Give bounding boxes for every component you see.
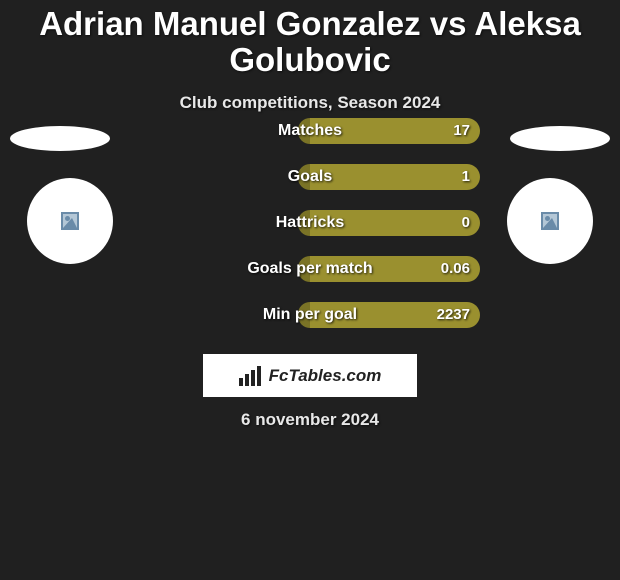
page-subtitle: Club competitions, Season 2024: [0, 93, 620, 113]
date-text: 6 november 2024: [0, 410, 620, 430]
branding-badge: FcTables.com: [203, 354, 417, 397]
bars-icon: [239, 366, 263, 386]
stat-label: Hattricks: [140, 210, 480, 236]
team-logo-left: [10, 126, 110, 151]
stat-row: 2237Min per goal: [140, 302, 480, 336]
image-placeholder-icon: [541, 212, 559, 230]
stat-label: Matches: [140, 118, 480, 144]
stat-row: 1Goals: [140, 164, 480, 198]
player-photo-left: [27, 178, 113, 264]
comparison-area: 17Matches 1Goals 0Hattricks 0.06Goals per m…: [0, 118, 620, 348]
stat-label: Goals per match: [140, 256, 480, 282]
branding-text: FcTables.com: [269, 366, 382, 386]
stat-label: Goals: [140, 164, 480, 190]
stat-row: 17Matches: [140, 118, 480, 152]
page-title: Adrian Manuel Gonzalez vs Aleksa Golubov…: [0, 0, 620, 79]
stat-row: 0.06Goals per match: [140, 256, 480, 290]
image-placeholder-icon: [61, 212, 79, 230]
stat-row: 0Hattricks: [140, 210, 480, 244]
stat-label: Min per goal: [140, 302, 480, 328]
player-photo-right: [507, 178, 593, 264]
team-logo-right: [510, 126, 610, 151]
